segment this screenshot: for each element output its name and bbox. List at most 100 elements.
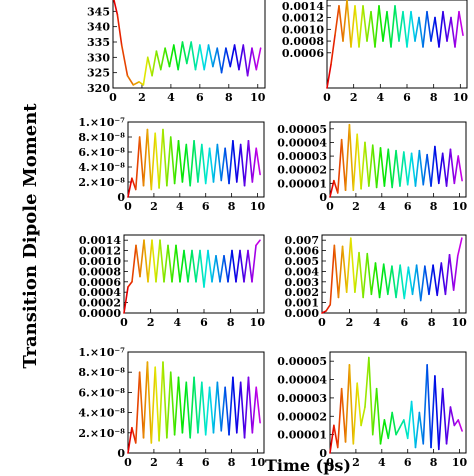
series-segment <box>147 239 153 283</box>
series-segment <box>181 41 188 65</box>
series-segment <box>211 255 217 283</box>
series-segment <box>453 419 460 427</box>
series-segment <box>183 249 189 283</box>
series-segment <box>146 361 153 444</box>
series-segment <box>446 16 452 42</box>
series-segment <box>235 249 241 283</box>
series-segment <box>247 249 253 283</box>
series-segment <box>414 149 421 187</box>
series-segment <box>403 151 409 186</box>
series-segment <box>243 376 250 439</box>
series-segment <box>422 153 428 186</box>
series-segment <box>340 138 347 191</box>
series-segment <box>329 424 335 454</box>
series-segment <box>360 141 366 190</box>
y-tick-label: 1.×10⁻⁷ <box>78 346 125 359</box>
series-segment <box>216 381 223 432</box>
series-segment <box>338 5 344 42</box>
series-segment <box>453 155 460 185</box>
series-segment <box>426 364 432 449</box>
chart-panel-row4-right: 0 2 4 6 8 10 0 0.00001 0.00002 0.00003 0.00004 0.00… <box>277 351 468 469</box>
series-segment <box>445 406 452 445</box>
series-segment <box>127 426 133 454</box>
series-segment <box>158 128 164 189</box>
global-x-label: Time (ps) <box>265 456 351 475</box>
y-tick-label: 345 <box>87 5 110 18</box>
series-segment <box>362 252 369 299</box>
series-segment <box>358 251 364 299</box>
series-segment <box>154 132 160 189</box>
y-tick-label: 0.0006 <box>282 47 324 60</box>
y-tick-label: 8.×10⁻⁸ <box>78 131 125 144</box>
series-segment <box>334 5 340 37</box>
series-segment <box>354 5 360 48</box>
series-segment <box>434 145 440 185</box>
y-tick-label: 0.0012 <box>79 245 121 258</box>
series-segment <box>374 262 381 299</box>
series-segment <box>362 5 368 42</box>
series-segment <box>356 133 362 190</box>
series-segment <box>173 139 180 185</box>
series-segment <box>434 375 440 451</box>
series-segment <box>127 280 133 288</box>
y-tick-label: 0 <box>117 447 125 460</box>
x-tick-label: 10 <box>451 316 467 329</box>
plot-frame <box>321 234 467 314</box>
series-segment <box>371 144 378 189</box>
series-segment <box>424 265 430 296</box>
y-tick-label: 0 <box>319 447 327 460</box>
y-tick-label: 0.0012 <box>282 12 324 25</box>
y-tick-label: 0.0002 <box>79 297 121 310</box>
series-segment <box>391 265 397 299</box>
series-segment <box>430 16 436 42</box>
series-segment <box>197 143 203 183</box>
series-segment <box>442 10 448 42</box>
series-segment <box>134 136 141 191</box>
series-segment <box>364 356 370 408</box>
y-tick-label: 0.00002 <box>277 410 327 423</box>
series-segment <box>379 419 386 445</box>
x-tick-label: 8 <box>430 456 438 469</box>
series-segment <box>197 381 203 434</box>
series-segment <box>356 382 362 427</box>
series-segment <box>454 10 460 48</box>
series-segment <box>426 10 432 42</box>
x-tick-label: 0 <box>318 316 326 329</box>
series-segment <box>243 249 249 283</box>
series-segment <box>159 47 166 71</box>
series-segment <box>325 303 332 312</box>
series-segment <box>352 133 359 191</box>
series-segment <box>189 139 195 187</box>
series-segment <box>366 252 373 296</box>
series-segment <box>204 386 211 436</box>
x-tick-label: 10 <box>250 316 266 329</box>
series-segment <box>440 262 447 296</box>
plot-frame <box>112 0 266 89</box>
series-segment <box>225 47 232 68</box>
plot-frame <box>326 0 468 89</box>
series-segment <box>181 143 188 183</box>
series-segment <box>175 244 181 283</box>
x-tick-label: 2 <box>352 200 360 213</box>
y-tick-label: 2.×10⁻⁸ <box>78 176 125 189</box>
chart-panel-row4-left: 0 2 4 6 8 10 0 2.×10⁻⁸ 4.×10⁻⁸ 6.×10⁻⁸ 8.×10⁻⁸ 1.×1… <box>78 346 265 469</box>
y-tick-label: 0.0004 <box>79 286 121 299</box>
series-segment <box>430 145 436 187</box>
series-segment <box>336 138 343 194</box>
series-segment <box>399 151 405 187</box>
y-tick-label: 0 <box>319 191 327 204</box>
x-tick-label: 6 <box>400 316 408 329</box>
series-segment <box>168 44 175 68</box>
y-tick-label: 0.00003 <box>277 150 327 163</box>
series-segment <box>251 386 258 434</box>
y-tick-label: 325 <box>87 67 110 80</box>
series-segment <box>177 139 184 183</box>
series-segment <box>146 128 153 191</box>
chart-panel-row1-left: 0 2 4 6 8 10 320 325 330 335 340 345 <box>87 0 266 104</box>
series-segment <box>422 10 428 48</box>
series-segment <box>131 244 137 283</box>
series-segment <box>337 245 344 299</box>
series-segment <box>457 419 463 432</box>
series-segment <box>193 139 199 183</box>
